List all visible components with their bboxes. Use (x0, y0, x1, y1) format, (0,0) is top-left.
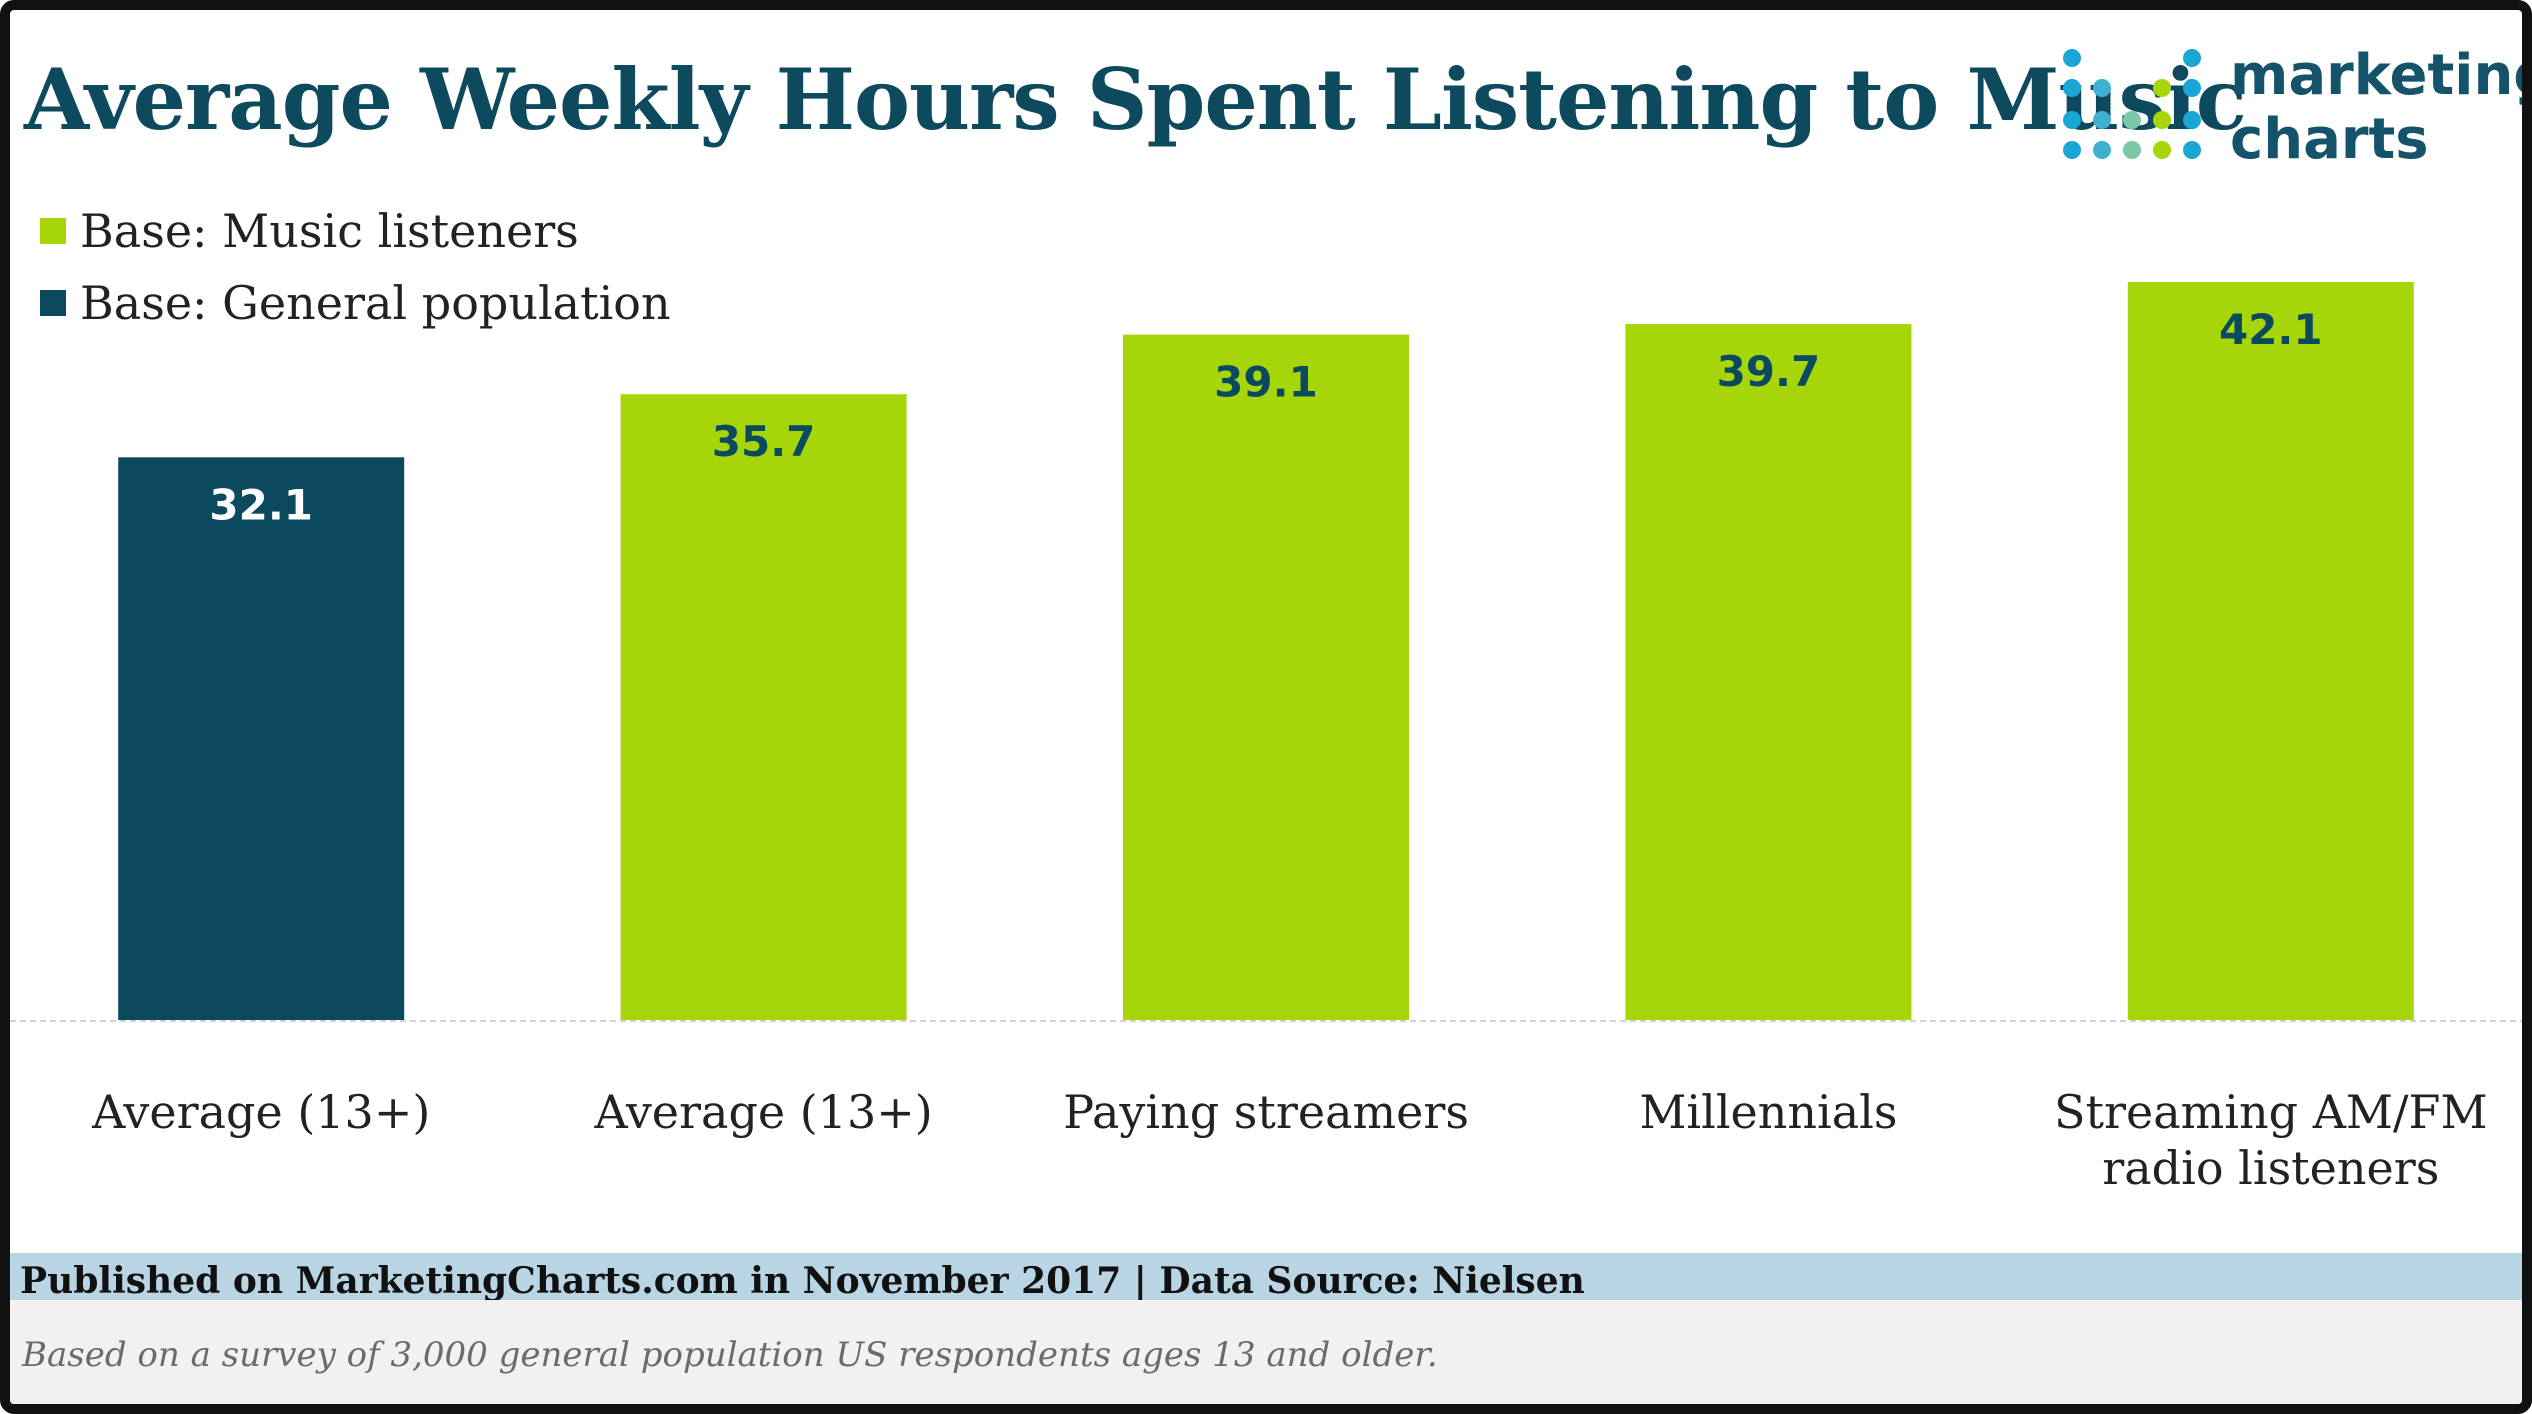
bar (620, 394, 907, 1020)
chart-title: Average Weekly Hours Spent Listening to … (24, 50, 2247, 149)
footer-band (10, 1253, 2522, 1300)
category-label: Streaming AM/FM (2054, 1085, 2488, 1139)
logo-dot (2063, 111, 2081, 129)
category-label: radio listeners (2102, 1141, 2439, 1195)
logo-dot (2123, 141, 2141, 159)
note-band (10, 1300, 2522, 1404)
bar (1123, 334, 1409, 1020)
logo-dot (2123, 111, 2141, 129)
bar-value-label: 42.1 (2219, 305, 2323, 354)
legend-label-music-listeners: Base: Music listeners (80, 204, 579, 258)
legend-swatch-music-listeners (40, 218, 66, 244)
logo-dot (2093, 111, 2111, 129)
logo-dot (2183, 49, 2201, 67)
category-label: Average (13+) (593, 1085, 932, 1139)
logo-dot (2063, 49, 2081, 67)
logo-line-1: marketing (2230, 43, 2532, 108)
category-label: Average (13+) (91, 1085, 430, 1139)
chart-legend: Base: Music listeners Base: General popu… (40, 195, 671, 339)
category-label: Paying streamers (1063, 1085, 1469, 1139)
bar-value-label: 39.1 (1214, 358, 1318, 407)
logo-dot (2183, 141, 2201, 159)
bar-value-label: 39.7 (1717, 347, 1821, 396)
category-label: Millennials (1639, 1085, 1897, 1139)
logo-dot (2093, 79, 2111, 97)
survey-note: Based on a survey of 3,000 general popul… (22, 1335, 1438, 1375)
logo-dot (2063, 79, 2081, 97)
bar-chart: 32.1 Average (13+) 35.7 Average (13+) 39.1 Pa… (10, 282, 2522, 1195)
logo-dot (2183, 111, 2201, 129)
logo-dots-icon (2063, 49, 2201, 159)
publication-source: Published on MarketingCharts.com in Nove… (20, 1260, 1585, 1302)
bar (1625, 324, 1912, 1020)
logo-dot (2153, 111, 2171, 129)
legend-label-general-population: Base: General population (80, 276, 671, 330)
bar (118, 457, 405, 1021)
logo-dot (2093, 141, 2111, 159)
bar-value-label: 35.7 (712, 417, 816, 466)
logo-dot (2153, 79, 2171, 97)
bar-value-label: 32.1 (209, 480, 313, 529)
logo-wordmark: marketing charts (2230, 43, 2532, 172)
bar (2127, 282, 2414, 1020)
logo-dot (2153, 141, 2171, 159)
legend-item-music-listeners: Base: Music listeners (40, 195, 671, 267)
legend-swatch-general-population (40, 290, 66, 316)
logo-dot (2063, 141, 2081, 159)
logo-line-2: charts (2230, 107, 2429, 172)
marketing-charts-logo: marketing charts (2060, 40, 2532, 180)
legend-item-general-population: Base: General population (40, 267, 671, 339)
logo-dot (2183, 79, 2201, 97)
